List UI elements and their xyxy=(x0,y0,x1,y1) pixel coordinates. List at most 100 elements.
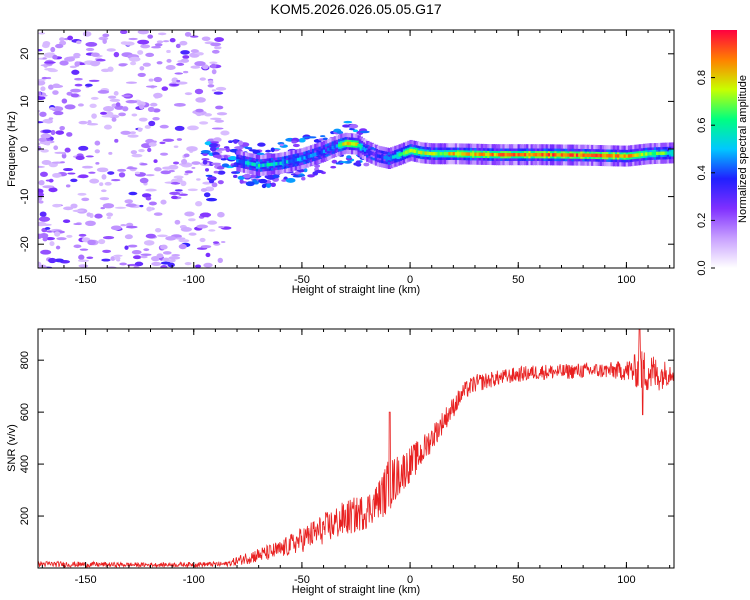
noise-cell xyxy=(78,145,89,151)
noise-cell xyxy=(101,174,107,180)
noise-cell xyxy=(102,106,115,112)
noise-cell xyxy=(194,264,202,268)
noise-cell xyxy=(214,37,225,42)
noise-cell xyxy=(44,68,56,71)
ridge-cell xyxy=(260,163,264,168)
noise-cell xyxy=(145,196,152,201)
ridge-cell xyxy=(660,151,664,155)
ridge-cell xyxy=(329,146,333,151)
noise-cell xyxy=(140,162,148,166)
ridge-cell xyxy=(383,155,387,160)
noise-cell xyxy=(79,248,89,251)
ridge-cell xyxy=(610,154,614,158)
snr-x-tick-label: -100 xyxy=(183,574,205,586)
snr-series-line xyxy=(38,329,674,568)
noise-cell xyxy=(77,259,90,262)
noise-cell xyxy=(209,141,220,144)
colorbar-tick-label: 0.6 xyxy=(696,118,708,133)
noise-cell xyxy=(205,168,210,172)
ridge-cell xyxy=(249,162,253,166)
ridge-cell xyxy=(379,154,383,159)
noise-cell xyxy=(40,149,49,153)
ridge-cell xyxy=(634,153,638,157)
ridge-cell xyxy=(279,161,283,165)
noise-cell xyxy=(82,31,92,37)
ridge-cell xyxy=(606,154,610,158)
noise-cell xyxy=(108,151,113,155)
noise-cell xyxy=(199,212,212,218)
noise-cell xyxy=(175,81,188,85)
ridge-cell xyxy=(270,162,275,166)
noise-cell xyxy=(52,90,59,95)
noise-cell xyxy=(40,171,48,177)
noise-cell xyxy=(102,38,107,44)
ridge-cell xyxy=(368,150,372,154)
ridge-cell xyxy=(588,153,593,157)
noise-cell xyxy=(176,62,185,66)
noise-cell xyxy=(125,225,138,229)
ridge-cell xyxy=(428,151,433,156)
noise-cell xyxy=(120,41,129,45)
noise-cell xyxy=(147,106,155,112)
ridge-cell xyxy=(294,158,299,162)
noise-cell xyxy=(188,218,196,222)
noise-cell xyxy=(264,174,274,179)
noise-cell xyxy=(314,169,324,174)
noise-cell xyxy=(208,179,215,184)
ridge-cell xyxy=(617,154,621,158)
ridge-cell xyxy=(573,153,578,157)
noise-cell xyxy=(113,51,120,58)
ridge-cell xyxy=(359,145,364,149)
noise-cell xyxy=(145,174,155,177)
noise-cell xyxy=(38,32,46,35)
ridge-cell xyxy=(290,159,294,163)
noise-cell xyxy=(146,206,153,212)
noise-cell xyxy=(41,76,48,80)
ridge-cell xyxy=(489,152,493,157)
noise-cell xyxy=(74,61,80,67)
noise-cell xyxy=(125,99,138,104)
ridge-cell xyxy=(255,163,260,167)
noise-cell xyxy=(145,188,157,192)
noise-cell xyxy=(59,37,65,42)
noise-cell xyxy=(201,36,211,42)
ridge-cell xyxy=(513,153,517,157)
noise-cell xyxy=(38,79,46,82)
noise-cell xyxy=(174,189,183,192)
noise-cell xyxy=(38,200,44,204)
noise-cell xyxy=(195,97,206,103)
ridge-cell xyxy=(526,153,530,157)
noise-cell xyxy=(187,125,199,131)
noise-cell xyxy=(218,225,225,229)
noise-cell xyxy=(138,104,145,110)
noise-cell xyxy=(207,177,216,180)
ridge-cell xyxy=(480,152,485,157)
ridge-cell xyxy=(582,153,586,157)
ridge-cell xyxy=(283,160,288,164)
noise-cell xyxy=(208,80,214,85)
noise-cell xyxy=(161,86,169,91)
noise-cell xyxy=(118,112,126,117)
ridge-cell xyxy=(649,152,653,156)
noise-cell xyxy=(291,140,298,144)
noise-cell xyxy=(156,40,164,44)
ridge-cell xyxy=(487,152,491,157)
noise-cell xyxy=(174,72,184,75)
ridge-cell xyxy=(292,158,296,163)
noise-cell xyxy=(190,65,201,69)
noise-cell xyxy=(48,117,54,120)
noise-cell xyxy=(359,130,370,134)
noise-cell xyxy=(147,147,152,153)
noise-cell xyxy=(90,52,100,57)
noise-cell xyxy=(179,40,188,46)
spectrogram-heatmap xyxy=(38,30,674,268)
noise-cell xyxy=(70,178,78,183)
ridge-cell xyxy=(500,153,504,157)
noise-cell xyxy=(322,137,328,141)
ridge-cell xyxy=(301,156,305,161)
noise-cell xyxy=(209,146,217,152)
noise-cell xyxy=(215,86,227,91)
noise-cell xyxy=(102,33,110,38)
ridge-cell xyxy=(614,154,619,158)
